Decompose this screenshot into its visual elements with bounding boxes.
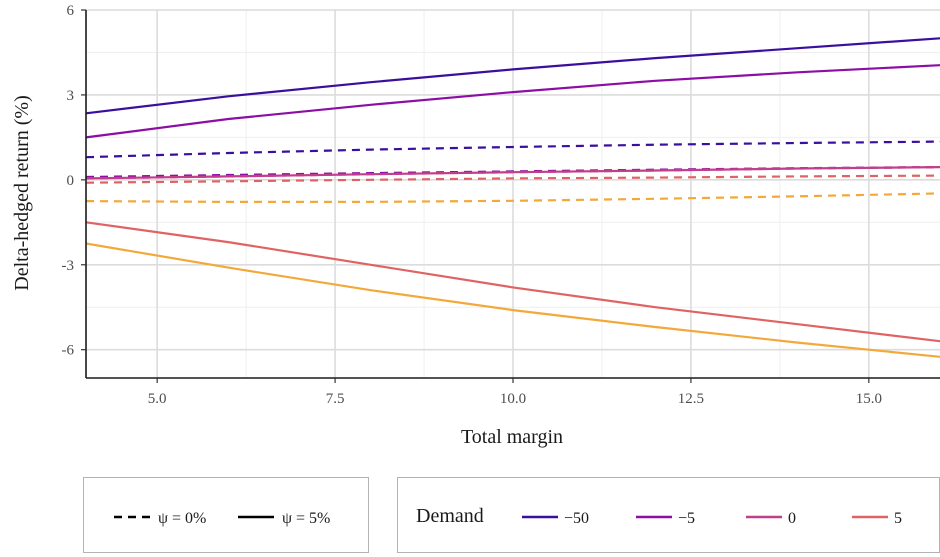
y-tick-label: -3	[62, 258, 75, 274]
y-tick-label: -6	[62, 343, 75, 359]
series-line-demand-5-psi0	[85, 174, 940, 184]
major-gridlines	[86, 9, 940, 378]
y-tick-label: 6	[67, 3, 75, 19]
series-line-demand-neg50-psi5	[85, 37, 940, 115]
demand-legend-content: Demand −50−50550	[416, 505, 902, 527]
y-tick-label: 3	[67, 88, 75, 104]
x-tick-label: 12.5	[678, 391, 704, 407]
series-line-demand-neg5-psi5	[85, 64, 940, 139]
y-axis-title: Delta-hedged return (%)	[11, 95, 33, 290]
demand-legend: Demand −50−50550	[397, 477, 940, 553]
y-tick-label: 0	[67, 173, 75, 189]
psi-legend: ψ = 0% ψ = 5%	[83, 477, 369, 553]
demand-legend-label: 5	[894, 510, 902, 527]
series-line-demand-5-psi5	[85, 221, 940, 343]
series-line-demand-0-psi5	[85, 166, 940, 180]
series-lines	[85, 37, 940, 358]
demand-legend-title: Demand	[416, 505, 484, 527]
series-line-demand-50-psi0	[85, 192, 940, 203]
x-axis-ticks: 5.0 7.5 10.0 12.5 15.0	[148, 378, 882, 407]
psi-legend-label: ψ = 5%	[282, 510, 330, 527]
x-tick-label: 10.0	[500, 391, 526, 407]
series-line-demand-neg50-psi0	[85, 140, 940, 159]
x-tick-label: 7.5	[326, 391, 345, 407]
demand-legend-label: 0	[788, 510, 796, 527]
psi-legend-label: ψ = 0%	[158, 510, 206, 527]
demand-legend-label: −5	[678, 510, 695, 527]
demand-legend-label: −50	[564, 510, 589, 527]
x-tick-label: 15.0	[856, 391, 882, 407]
x-tick-label: 5.0	[148, 391, 167, 407]
y-axis-ticks: -6 -3 0 3 6	[62, 3, 86, 359]
series-line-demand-50-psi5	[85, 242, 940, 358]
psi-legend-content: ψ = 0% ψ = 5%	[114, 510, 330, 527]
x-axis-title: Total margin	[461, 426, 563, 448]
